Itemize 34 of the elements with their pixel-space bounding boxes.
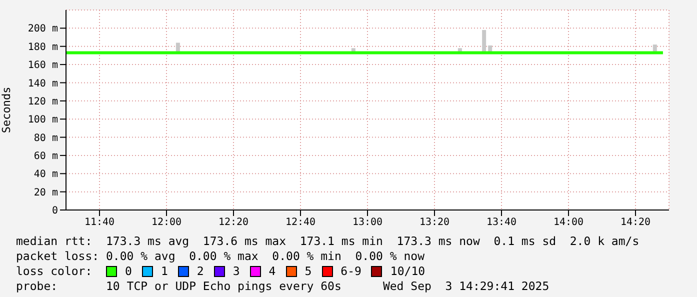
y-tick-label: 120 m <box>28 96 58 108</box>
legend-label: 0 <box>125 264 132 279</box>
legend-label: 6-9 <box>340 264 362 279</box>
bar <box>482 30 486 53</box>
text: packet loss: 0.00 % avg 0.00 % max 0.00 % min 0.00 % now <box>16 249 426 264</box>
legend-title: loss color: <box>16 264 94 279</box>
y-tick-label: 100 m <box>28 114 58 126</box>
text: median rtt: 173.3 ms avg 173.6 ms max 173.1 ms min 173.3 ms now 0.1 ms sd 2.0 k am/s <box>16 234 640 249</box>
y-tick-label: 60 m <box>34 151 58 162</box>
x-tick-label: 13:20 <box>419 217 450 228</box>
legend-label: 2 <box>196 264 204 279</box>
x-tick-label: 13:40 <box>486 217 517 228</box>
legend-label: 3 <box>232 264 240 279</box>
x-tick-label: 12:20 <box>218 217 249 228</box>
y-axis-title: Seconds <box>0 86 13 134</box>
legend-label: 5 <box>304 264 312 279</box>
x-tick-label: 11:40 <box>84 217 115 228</box>
legend-label: 10/10 <box>390 264 426 279</box>
legend-label: 1 <box>160 264 168 279</box>
x-tick-label: 12:40 <box>285 217 316 228</box>
legend-label: 4 <box>268 264 276 279</box>
x-tick-label: 12:00 <box>151 217 182 228</box>
y-tick-label: 20 m <box>34 187 58 198</box>
y-tick-label: 180 m <box>28 42 58 53</box>
text: probe: 10 TCP or UDP Echo pings every 60s Wed Sep 3 14:29:41 2025 <box>16 279 550 294</box>
y-tick-label: 40 m <box>34 169 58 180</box>
y-tick-label: 80 m <box>34 132 58 144</box>
x-tick-label: 14:00 <box>553 217 584 228</box>
x-tick-label: 14:20 <box>620 217 651 228</box>
y-tick-label: 0 <box>52 206 58 217</box>
x-tick-label: 13:00 <box>352 217 383 228</box>
y-tick-label: 200 m <box>28 24 58 35</box>
y-tick-label: 140 m <box>28 78 58 90</box>
y-tick-label: 160 m <box>28 60 58 72</box>
